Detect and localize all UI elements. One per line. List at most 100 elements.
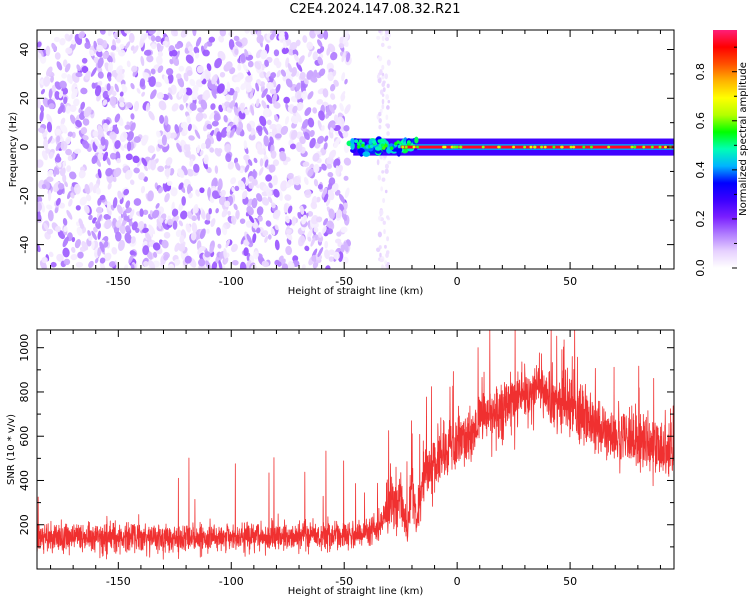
noise-cell xyxy=(115,231,122,242)
noise-cell xyxy=(169,58,174,65)
signal-blob xyxy=(396,140,400,144)
noise-cell xyxy=(133,167,140,174)
noise-cell xyxy=(79,112,86,120)
noise-cell xyxy=(339,102,344,112)
noise-cell xyxy=(386,59,391,66)
noise-cell xyxy=(54,156,62,163)
signal-blob xyxy=(459,145,463,149)
noise-cell xyxy=(122,210,127,217)
noise-cell xyxy=(150,159,157,171)
noise-cell xyxy=(37,99,41,109)
signal-blob xyxy=(642,145,646,149)
snr-y-tick-label: 200 xyxy=(18,514,31,535)
noise-cell xyxy=(221,208,228,218)
noise-cell xyxy=(287,205,293,214)
noise-cell xyxy=(132,45,139,54)
signal-blob xyxy=(663,145,667,149)
noise-cell xyxy=(84,70,91,80)
signal-blob xyxy=(540,145,544,149)
noise-cell xyxy=(50,261,57,268)
noise-cell xyxy=(157,51,164,57)
noise-cell xyxy=(140,185,146,194)
noise-cell xyxy=(148,30,156,35)
noise-cell xyxy=(131,65,138,73)
heatmap-y-tick-label: 40 xyxy=(18,43,31,57)
noise-cell xyxy=(157,165,165,173)
noise-cell xyxy=(63,96,68,105)
noise-cell xyxy=(229,100,236,109)
noise-cell xyxy=(301,264,306,269)
noise-cell xyxy=(118,96,125,104)
noise-cell xyxy=(121,83,126,90)
signal-blob xyxy=(572,145,576,149)
noise-cell xyxy=(115,220,122,228)
noise-cell xyxy=(96,44,104,53)
noise-cell xyxy=(162,183,167,193)
noise-cell xyxy=(248,215,255,223)
heatmap-x-tick-label: 0 xyxy=(454,275,461,288)
noise-cell xyxy=(171,103,179,112)
noise-cell xyxy=(197,246,203,255)
noise-cell xyxy=(379,89,384,95)
noise-cell xyxy=(332,70,337,77)
noise-cell xyxy=(261,88,268,98)
noise-cell xyxy=(128,32,135,43)
noise-cell xyxy=(152,242,161,251)
noise-cell xyxy=(379,108,383,114)
signal-blob xyxy=(658,145,662,149)
noise-cell xyxy=(100,136,106,146)
noise-cell xyxy=(317,120,323,131)
noise-cell xyxy=(164,192,170,203)
noise-cell xyxy=(342,33,349,44)
noise-cell xyxy=(83,204,90,214)
noise-cell xyxy=(258,216,263,222)
noise-cell xyxy=(243,154,250,161)
colorbar-tick-label: 0.2 xyxy=(694,210,707,228)
noise-cell xyxy=(202,49,210,57)
noise-cell xyxy=(198,258,206,267)
noise-cell xyxy=(151,209,160,219)
noise-cell xyxy=(142,245,150,256)
noise-cell xyxy=(231,186,235,193)
noise-cell xyxy=(58,202,66,209)
noise-cell xyxy=(156,218,162,230)
noise-cell xyxy=(71,236,76,243)
signal-blob xyxy=(377,139,382,143)
noise-cell xyxy=(148,110,155,121)
noise-cell xyxy=(274,259,280,266)
noise-cell xyxy=(59,166,66,177)
noise-cell xyxy=(386,131,390,136)
noise-cell xyxy=(217,243,222,249)
noise-cell xyxy=(195,189,200,197)
noise-cell xyxy=(323,142,328,150)
noise-cell xyxy=(342,209,347,215)
noise-cell xyxy=(343,241,349,253)
noise-cell xyxy=(250,30,257,36)
noise-cell xyxy=(328,249,336,256)
noise-cell xyxy=(226,81,231,93)
noise-cell xyxy=(68,33,73,42)
noise-cell xyxy=(344,78,348,85)
noise-cell xyxy=(59,37,66,46)
noise-cell xyxy=(169,132,177,139)
noise-cell xyxy=(46,228,54,235)
noise-cell xyxy=(204,251,211,258)
noise-cell xyxy=(131,221,138,231)
noise-cell xyxy=(258,166,264,176)
noise-cell xyxy=(196,144,201,154)
noise-cell xyxy=(219,189,226,197)
noise-cell xyxy=(206,63,212,72)
noise-cell xyxy=(65,47,73,55)
noise-cell xyxy=(296,62,303,72)
noise-cell xyxy=(241,190,248,200)
noise-cell xyxy=(215,208,219,214)
noise-cell xyxy=(97,57,104,69)
signal-blob xyxy=(362,151,371,157)
noise-cell xyxy=(378,124,382,130)
noise-cell xyxy=(67,131,73,138)
noise-cell xyxy=(213,113,220,122)
noise-cell xyxy=(381,104,385,110)
noise-cell xyxy=(97,168,102,179)
snr-y-tick-label: 600 xyxy=(18,426,31,447)
noise-cell xyxy=(255,82,260,92)
